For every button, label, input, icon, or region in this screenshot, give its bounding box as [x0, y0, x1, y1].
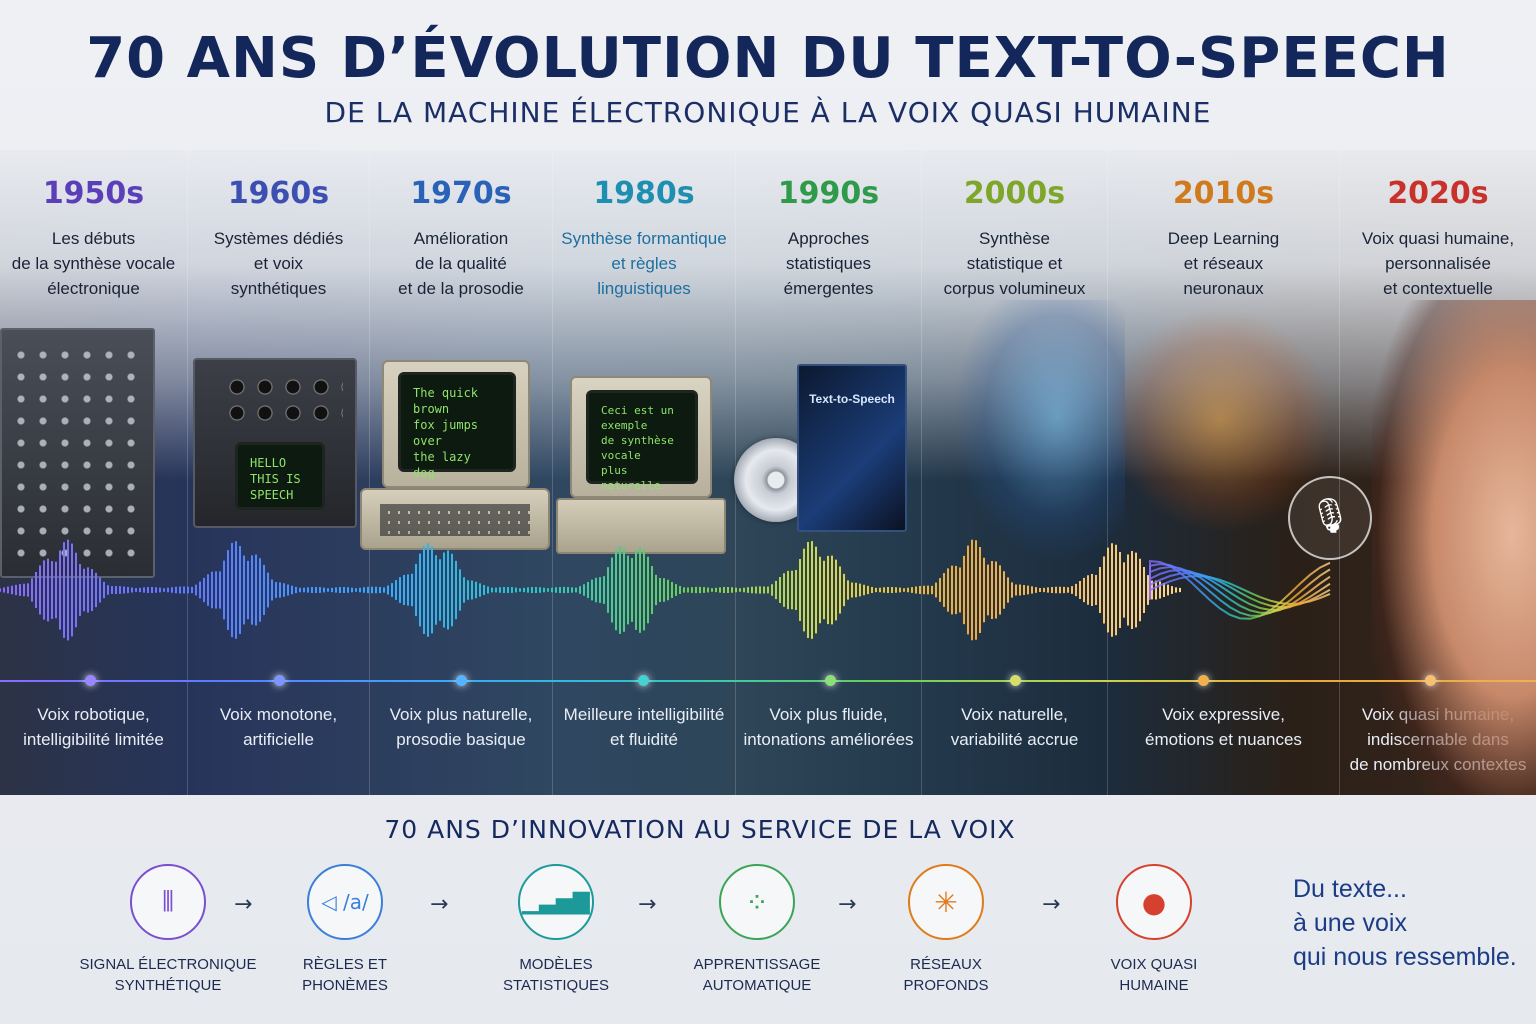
voice-quality-caption: Voix naturelle, variabilité accrue: [950, 705, 1079, 749]
evolution-step: ⁘ Apprentissage automatique: [662, 864, 852, 996]
decade-description: Les débuts de la synthèse vocale électro…: [11, 229, 176, 298]
voice-quality-caption: Voix plus naturelle, prosodie basique: [389, 705, 533, 749]
flowing-wave-line: [1149, 572, 1331, 608]
step-label: Règles et phonèmes: [302, 956, 388, 994]
timeline-dot: [638, 675, 649, 686]
computer-1970s-illustration: The quick brown fox jumps over the lazy …: [382, 360, 530, 488]
decade-description: Voix quasi humaine, personnalisée et con…: [1361, 229, 1515, 298]
timeline-column-1980s: 1980s Synthèse formantique et règles ling…: [553, 150, 736, 795]
tagline: Du texte... à une voix qui nous ressembl…: [1293, 875, 1517, 971]
mainframe-rack-illustration: [0, 328, 155, 578]
voice-quality-caption: Voix expressive, émotions et nuances: [1145, 705, 1302, 749]
timeline-dot: [274, 675, 285, 686]
voice-quality-caption: Voix plus fluide, intonations améliorées: [743, 705, 914, 749]
arrow-right-icon: →: [638, 892, 657, 917]
decade-description: Deep Learning et réseaux neuronaux: [1167, 229, 1280, 298]
human-face-illustration: [1372, 300, 1536, 795]
arrow-right-icon: →: [234, 892, 253, 917]
arrow-right-icon: →: [430, 892, 449, 917]
synth-screen-text: HELLO THIS IS SPEECH: [235, 442, 325, 510]
evolution-step: ◁ /a/Règles et phonèmes: [250, 864, 440, 996]
evolution-step: ● Voix quasi humaine: [1059, 864, 1249, 996]
timeline-dot: [1198, 675, 1209, 686]
step-label: Modèles statistiques: [502, 956, 610, 994]
synthesizer-illustration: HELLO THIS IS SPEECH: [193, 358, 357, 528]
arrow-right-icon: →: [838, 892, 857, 917]
decade-description: Systèmes dédiés et voix synthétiques: [213, 229, 344, 298]
timeline-dot: [456, 675, 467, 686]
decade-description: Synthèse statistique et corpus volumineu…: [943, 229, 1086, 298]
waveform-bars: [0, 539, 1181, 641]
evolution-step: ✳ Réseaux profonds: [851, 864, 1041, 996]
timeline-dot: [1010, 675, 1021, 686]
neural-network-illustration: [1110, 310, 1330, 530]
software-box-illustration: Text-to-Speech: [797, 364, 907, 532]
timeline-band: 1950s Les débuts de la synthèse vocale él…: [0, 150, 1536, 795]
decade-label: 1950s: [42, 176, 145, 211]
flowing-wave-line: [1149, 569, 1331, 611]
timeline-column-1990s: 1990s Approches statistiques émergentes Vo…: [736, 150, 922, 795]
voice-quality-caption: Meilleure intelligibilité et fluidité: [563, 705, 725, 749]
digital-head-illustration: [955, 300, 1125, 560]
brain-icon: ⁘: [719, 864, 795, 940]
flowing-wave-line: [1149, 559, 1331, 620]
page-subtitle: DE LA MACHINE ÉLECTRONIQUE À LA VOIX QUA…: [324, 96, 1212, 129]
flowing-wave-line: [1149, 563, 1331, 617]
microphone-icon: 🎙: [1288, 476, 1372, 560]
voice-quality-caption: Voix robotique, intelligibilité limitée: [23, 705, 164, 749]
header: 70 ANS D’ÉVOLUTION DU TEXT-TO-SPEECH DE …: [0, 0, 1536, 150]
arrow-right-icon: →: [1042, 892, 1061, 917]
bottom-title: 70 ANS D’INNOVATION AU SERVICE DE LA VOI…: [384, 815, 1016, 844]
decade-description: Approches statistiques émergentes: [783, 229, 874, 298]
keyboard-illustration: [360, 488, 550, 550]
step-label: Réseaux profonds: [903, 956, 989, 994]
sound-waveform: [0, 539, 1331, 641]
step-label: Apprentissage automatique: [693, 956, 821, 994]
software-box-title: Text-to-Speech: [809, 392, 895, 406]
timeline-dot: [85, 675, 96, 686]
decade-description: Amélioration de la qualité et de la pros…: [398, 229, 524, 298]
step-label: Voix quasi humaine: [1110, 956, 1198, 994]
timeline-dot: [825, 675, 836, 686]
decade-description: Synthèse formantique et règles linguisti…: [561, 229, 727, 298]
decade-label: 1960s: [227, 176, 330, 211]
person-head-icon: ●: [1116, 864, 1192, 940]
decade-label: 2000s: [963, 176, 1066, 211]
decade-label: 1970s: [410, 176, 512, 211]
decade-label: 2010s: [1172, 176, 1275, 211]
timeline-column-1950s: 1950s Les débuts de la synthèse vocale él…: [0, 150, 188, 795]
timeline-dot: [1425, 675, 1436, 686]
step-label: Signal électronique synthétique: [79, 956, 257, 994]
pc1-screen-text: The quick brown fox jumps over the lazy …: [398, 372, 516, 480]
waveform-icon: ⦀: [130, 864, 206, 940]
evolution-step: ⦀ Signal électronique synthétique: [73, 864, 263, 996]
timeline-column-2010s: 2010s Deep Learning et réseaux neuronaux V…: [1108, 150, 1340, 795]
bar-chart-icon: ▁▃▅▇: [518, 864, 594, 940]
computer-1980s-illustration: Ceci est un exemple de synthèse vocale p…: [570, 376, 712, 498]
evolution-step: ▁▃▅▇ Modèles statistiques: [461, 864, 651, 996]
decade-label: 1990s: [777, 176, 880, 211]
decade-label: 1980s: [593, 176, 695, 211]
timeline-column-1970s: 1970s Amélioration de la qualité et de la…: [370, 150, 553, 795]
pc2-screen-text: Ceci est un exemple de synthèse vocale p…: [586, 390, 698, 492]
voice-quality-caption: Voix monotone, artificielle: [219, 705, 338, 749]
speaker-phoneme-icon: ◁ /a/: [307, 864, 383, 940]
page-title: 70 ANS D’ÉVOLUTION DU TEXT-TO-SPEECH: [86, 26, 1450, 91]
timeline-axis: [0, 680, 1536, 682]
decade-label: 2020s: [1387, 176, 1489, 211]
neural-network-icon: ✳: [908, 864, 984, 940]
timeline-column-1960s: 1960s Systèmes dédiés et voix synthétique…: [188, 150, 370, 795]
